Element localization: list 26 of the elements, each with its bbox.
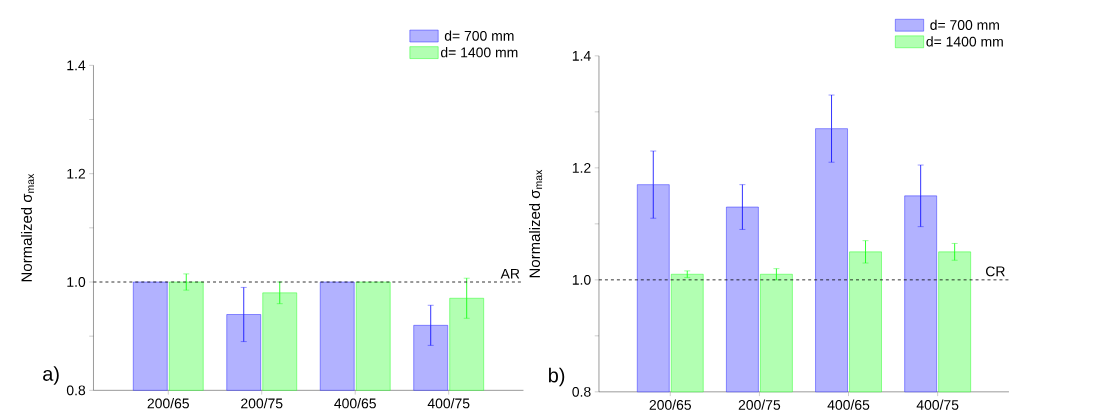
legend-label: d= 700 mm	[444, 30, 514, 41]
x-tick-label: 400/65	[827, 399, 870, 410]
legend-label: d= 1400 mm	[926, 36, 1003, 47]
ref-line-label: AR	[500, 268, 520, 279]
y-axis-title: Normalized σ$_{max}$	[529, 169, 543, 278]
y-tick-label: 0.8	[66, 385, 86, 396]
x-tick-label: 200/75	[241, 398, 283, 409]
y-tick-label: 0.8	[572, 386, 591, 397]
y-tick-label: 1.2	[67, 168, 86, 179]
y-tick-label: 1.2	[572, 162, 591, 173]
x-tick-label: 200/65	[147, 398, 189, 409]
x-tick-label: 200/75	[738, 399, 781, 410]
y-tick-label: 1.4	[67, 60, 86, 71]
legend-label: d= 700 mm	[930, 19, 999, 30]
y-tick-label: 1.0	[572, 274, 591, 285]
text: a)	[43, 366, 59, 385]
y-axis-title: Normalized σ$_{max}$	[20, 173, 35, 282]
x-tick-label: 200/65	[649, 399, 692, 410]
x-tick-label: 400/65	[334, 398, 376, 409]
legend-label: d= 1400 mm	[440, 47, 518, 58]
ref-line-label: CR	[986, 266, 1005, 277]
y-tick-label: 1.4	[572, 51, 591, 61]
x-tick-label: 400/75	[916, 399, 959, 410]
x-tick-label: 400/75	[427, 398, 470, 409]
y-tick-label: 1.0	[67, 277, 86, 287]
text: b)	[549, 367, 565, 387]
